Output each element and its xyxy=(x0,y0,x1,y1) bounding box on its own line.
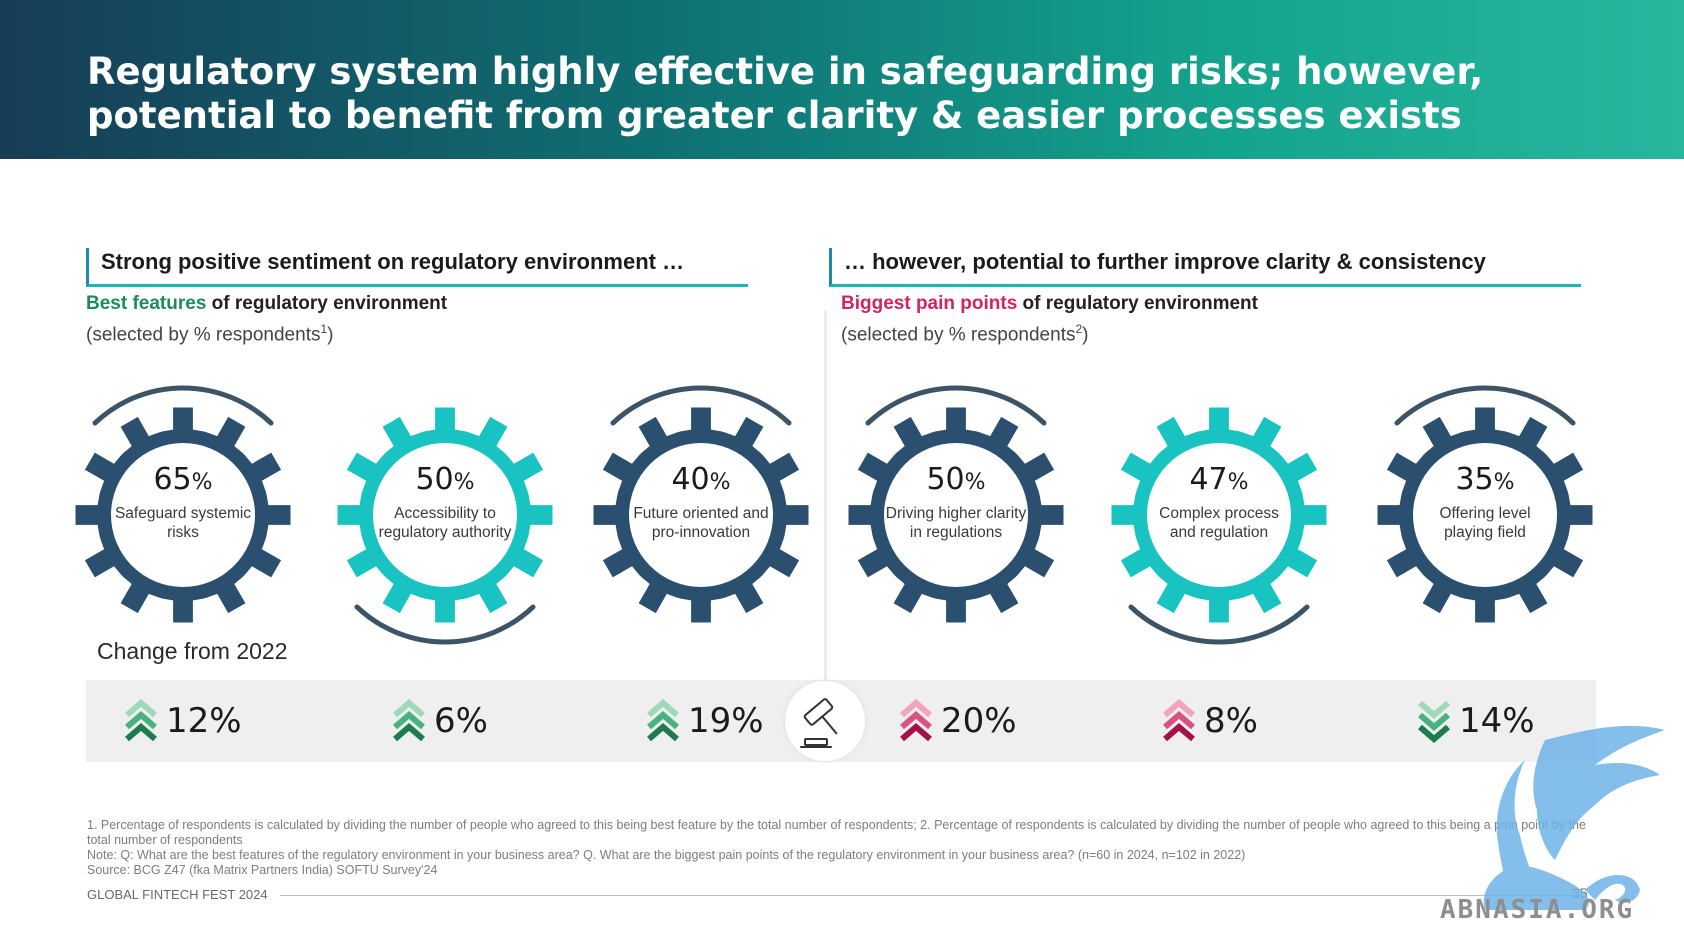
change-value: 12% xyxy=(166,701,242,741)
change-item: 14% xyxy=(1417,698,1535,744)
gear-value: 50 xyxy=(415,462,454,497)
footer-event: GLOBAL FINTECH FEST 2024 xyxy=(87,887,268,902)
pain-points-highlight: Biggest pain points xyxy=(841,293,1018,314)
change-value: 19% xyxy=(688,701,764,741)
gear-label: Offering level playing field xyxy=(1439,505,1531,541)
gear-card: 35% Offering level playing field xyxy=(1370,383,1600,648)
left-note-end: ) xyxy=(327,324,334,346)
change-value: 14% xyxy=(1459,701,1535,741)
gavel-icon xyxy=(800,698,838,748)
gavel-badge xyxy=(785,681,865,761)
right-subtitle: Biggest pain points of regulatory enviro… xyxy=(841,293,1258,315)
gear-label: Future oriented and pro-innovation xyxy=(633,505,769,541)
change-item: 6% xyxy=(392,698,488,744)
left-note: (selected by % respondents1) xyxy=(86,322,333,346)
gear-value: 65 xyxy=(153,462,192,497)
footnote-source: Source: BCG Z47 (fka Matrix Partners Ind… xyxy=(87,863,438,877)
gear-icon xyxy=(75,385,291,623)
change-item: 8% xyxy=(1162,698,1258,744)
footnotes: 1. Percentage of respondents is calculat… xyxy=(87,818,1607,878)
chevron-up-icon xyxy=(900,699,932,742)
gear-unit: % xyxy=(191,470,213,495)
gear-icon xyxy=(1111,407,1327,645)
page-title: Regulatory system highly effective in sa… xyxy=(87,50,1484,137)
change-value: 8% xyxy=(1204,701,1258,741)
footnote-1: 1. Percentage of respondents is calculat… xyxy=(87,818,1586,847)
chevron-up-icon xyxy=(647,699,679,742)
gear-label: Driving higher clarity in regulations xyxy=(885,505,1027,541)
left-note-text: (selected by % respondents xyxy=(86,324,321,346)
gear-unit: % xyxy=(1493,470,1515,495)
change-value: 6% xyxy=(434,701,488,741)
gear-icon xyxy=(337,407,553,645)
gear-value: 40 xyxy=(671,462,710,497)
gear-unit: % xyxy=(1227,470,1249,495)
gear-card: 40% Future oriented and pro-innovation xyxy=(586,383,816,648)
section-divider xyxy=(824,310,827,680)
chevron-down-icon xyxy=(1418,700,1450,743)
gear-label: Accessibility to regulatory authority xyxy=(378,505,512,541)
header-banner: Regulatory system highly effective in sa… xyxy=(0,0,1684,159)
left-section-title: Strong positive sentiment on regulatory … xyxy=(86,248,748,287)
left-subtitle-rest: of regulatory environment xyxy=(206,293,448,314)
right-note-sup: 2 xyxy=(1075,322,1083,336)
watermark-text: ABNASIA.ORG xyxy=(1440,895,1635,925)
change-item: 12% xyxy=(124,698,242,744)
best-features-highlight: Best features xyxy=(86,293,207,314)
chevron-up-icon xyxy=(1163,699,1195,742)
chevron-up-icon xyxy=(125,699,157,742)
gear-unit: % xyxy=(964,470,986,495)
change-item: 19% xyxy=(646,698,764,744)
gear-card: 50% Accessibility to regulatory authority xyxy=(330,383,560,648)
gear-icon xyxy=(1377,385,1593,623)
footnote-note: Note: Q: What are the best features of t… xyxy=(87,848,1246,862)
gear-unit: % xyxy=(453,470,475,495)
left-subtitle: Best features of regulatory environment xyxy=(86,293,447,315)
change-label: Change from 2022 xyxy=(97,638,288,664)
gear-card: 65% Safeguard systemic risks xyxy=(68,383,298,648)
right-section-title: … however, potential to further improve … xyxy=(829,248,1581,287)
gear-card: 47% Complex process and regulation xyxy=(1104,383,1334,648)
left-note-sup: 1 xyxy=(320,322,328,336)
gear-icon xyxy=(593,385,809,623)
griffin-icon xyxy=(1483,725,1665,910)
change-item: 20% xyxy=(899,698,1017,744)
right-subtitle-rest: of regulatory environment xyxy=(1017,293,1258,314)
right-note-end: ) xyxy=(1082,324,1089,346)
gear-value: 35 xyxy=(1455,462,1494,497)
gear-card: 50% Driving higher clarity in regulations xyxy=(841,383,1071,648)
gear-value: 50 xyxy=(926,462,965,497)
gear-icon xyxy=(848,385,1064,623)
footer-rule xyxy=(280,895,1580,896)
right-note: (selected by % respondents2) xyxy=(841,322,1088,346)
right-note-text: (selected by % respondents xyxy=(841,324,1076,346)
chevron-up-icon xyxy=(393,699,425,742)
gear-label: Complex process and regulation xyxy=(1159,505,1279,541)
change-value: 20% xyxy=(941,701,1017,741)
gear-value: 47 xyxy=(1189,462,1228,497)
gear-label: Safeguard systemic risks xyxy=(114,505,252,541)
gear-unit: % xyxy=(709,470,731,495)
